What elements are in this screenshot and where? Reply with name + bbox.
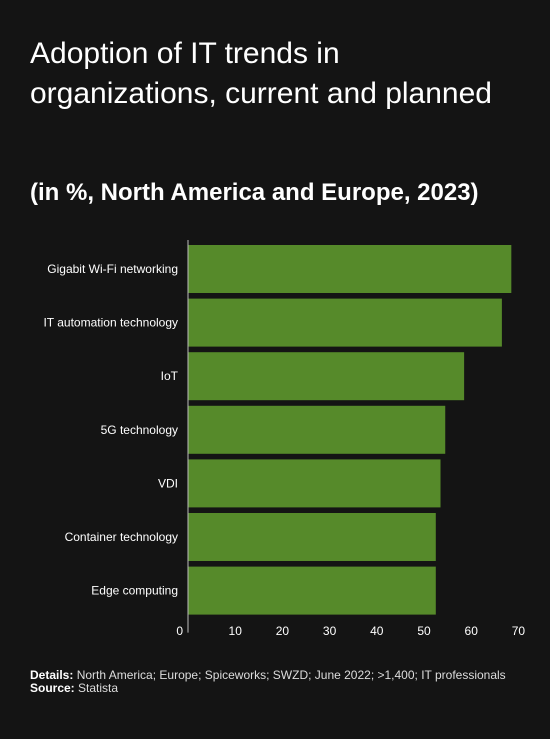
x-tick-labels: 0 10 20 30 40 50 60 70 — [176, 624, 525, 638]
x-tick-label: 30 — [323, 624, 337, 638]
x-tick-label: 20 — [276, 624, 290, 638]
source-line: Source: Statista — [30, 682, 530, 695]
chart-title: Adoption of IT trends in organizations, … — [30, 37, 492, 110]
x-tick-label: 70 — [512, 624, 526, 638]
bar-chart: Gigabit Wi-Fi networking IT automation te… — [43, 240, 525, 638]
category-label: Gigabit Wi-Fi networking — [47, 262, 178, 276]
bar-vdi — [188, 459, 441, 508]
bar-it-automation-technology — [188, 298, 502, 347]
chart-subtitle: (in %, North America and Europe, 2023) — [30, 179, 479, 206]
bar-container-technology — [188, 513, 436, 561]
details-line: Details: North America; Europe; Spicewor… — [30, 669, 530, 682]
bar-edge-computing — [188, 566, 436, 615]
bar-gigabit-wi-fi-networking — [188, 245, 512, 293]
category-label: IT automation technology — [43, 316, 178, 330]
source-text: Statista — [78, 681, 119, 695]
category-label: Container technology — [65, 530, 178, 544]
category-label: VDI — [158, 476, 178, 490]
category-label: IoT — [161, 369, 179, 383]
bars — [188, 245, 512, 615]
x-tick-label: 10 — [229, 624, 243, 638]
bar-iot — [188, 352, 465, 401]
x-tick-label: 60 — [465, 624, 479, 638]
details-label: Details: — [30, 668, 74, 682]
bar-5g-technology — [188, 405, 446, 454]
x-tick-label: 50 — [417, 624, 431, 638]
x-tick-label: 40 — [370, 624, 384, 638]
source-label: Source: — [30, 681, 75, 695]
category-label: 5G technology — [101, 423, 178, 437]
x-tick-label: 0 — [176, 624, 183, 638]
category-labels: Gigabit Wi-Fi networking IT automation te… — [43, 262, 178, 598]
footer: Details: North America; Europe; Spicewor… — [30, 669, 530, 695]
details-text: North America; Europe; Spiceworks; SWZD;… — [76, 668, 506, 682]
category-label: Edge computing — [91, 584, 178, 598]
